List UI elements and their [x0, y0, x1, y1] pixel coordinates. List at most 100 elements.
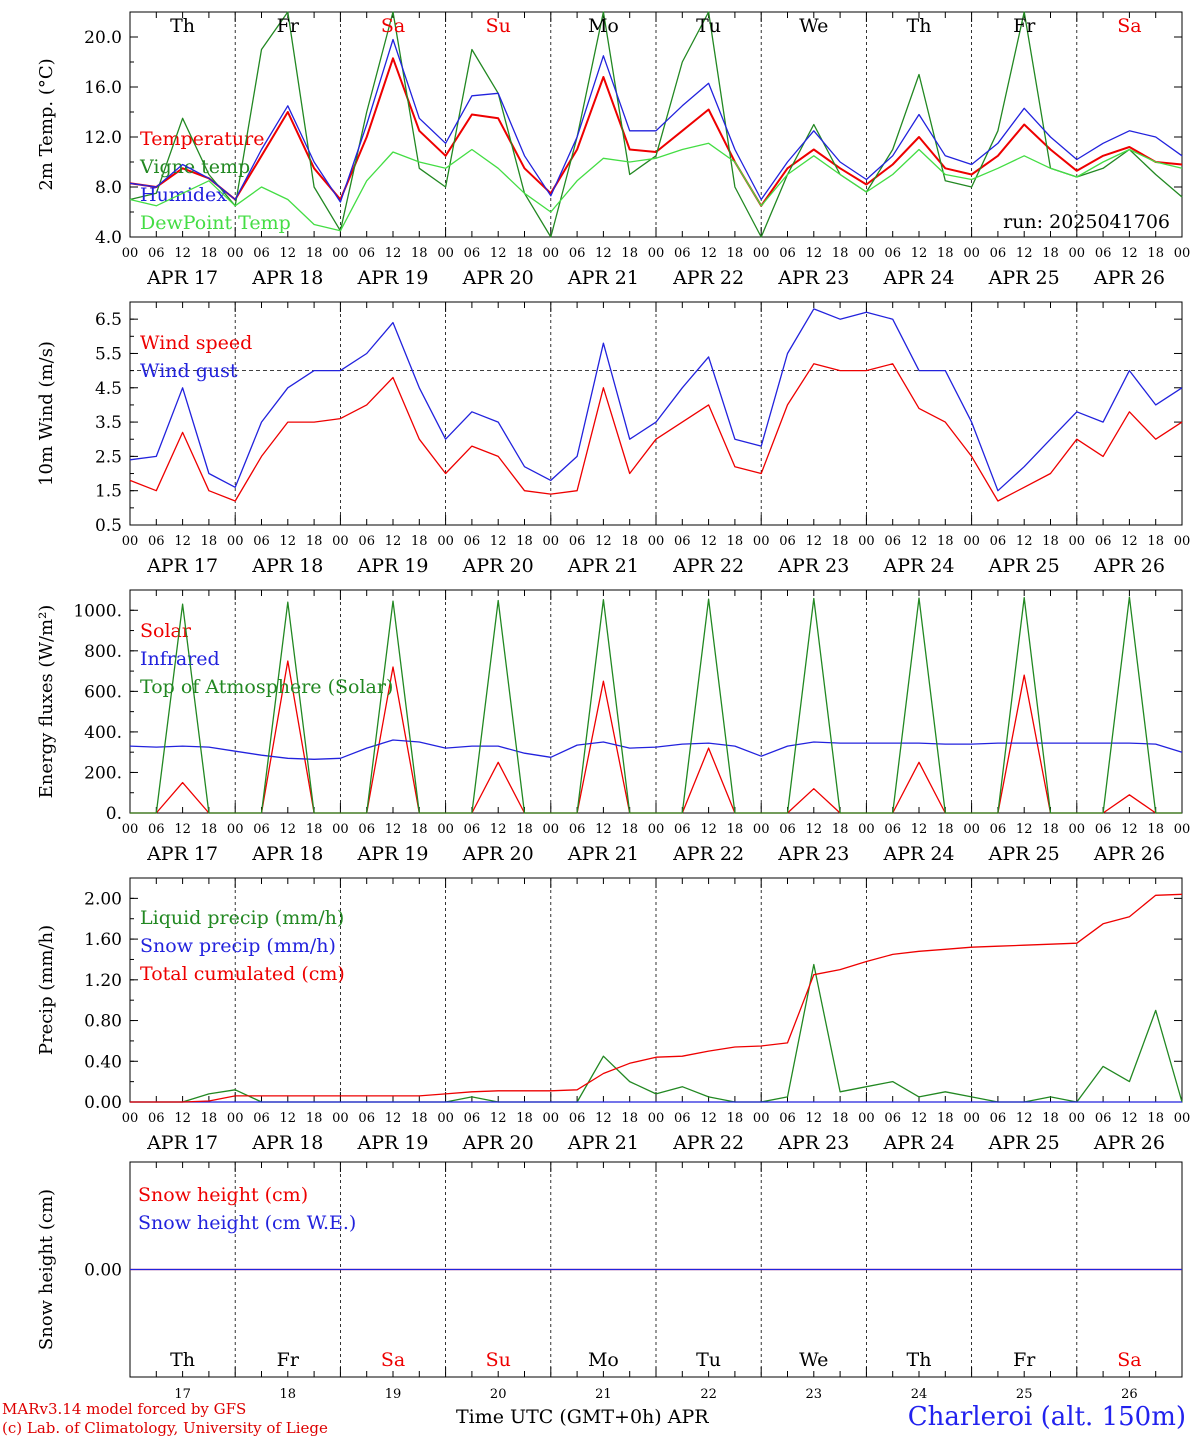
- hour-tick-label: 12: [700, 1111, 717, 1126]
- hour-tick-label: 06: [253, 1111, 270, 1126]
- legend-entry: Snow precip (mm/h): [140, 935, 336, 957]
- date-label: APR 17: [146, 267, 218, 289]
- hour-tick-label: 06: [779, 534, 796, 549]
- day-of-week-label: Mo: [588, 15, 619, 37]
- date-label: APR 25: [988, 555, 1060, 577]
- series-line-humidex: [129, 38, 1183, 203]
- date-label: APR 22: [672, 555, 744, 577]
- legend-entry: Snow height (cm): [138, 1184, 308, 1206]
- hour-tick-label: 00: [122, 534, 139, 549]
- date-label: APR 21: [567, 843, 639, 865]
- y-tick-label: 16.0: [84, 78, 122, 98]
- hour-tick-label: 06: [464, 534, 481, 549]
- hour-tick-label: 18: [727, 246, 744, 261]
- date-label: APR 19: [356, 1132, 428, 1154]
- day-number-label: 26: [1121, 1387, 1138, 1402]
- day-number-label: 17: [174, 1387, 191, 1402]
- date-label: APR 20: [462, 555, 534, 577]
- hour-tick-label: 12: [911, 534, 928, 549]
- y-tick-label: 1.5: [95, 482, 122, 502]
- hour-tick-label: 12: [1121, 534, 1138, 549]
- y-tick-label: 0.00: [84, 1093, 122, 1113]
- hour-tick-label: 18: [411, 822, 428, 837]
- day-of-week-label: Su: [486, 1349, 511, 1371]
- y-tick-label: 600.: [84, 682, 122, 702]
- y-tick-label: 20.0: [84, 28, 122, 48]
- date-label: APR 17: [146, 1132, 218, 1154]
- hour-tick-label: 12: [700, 822, 717, 837]
- hour-tick-label: 18: [1147, 822, 1164, 837]
- hour-tick-label: 00: [648, 534, 665, 549]
- hour-tick-label: 12: [490, 1111, 507, 1126]
- legend-entry: Wind speed: [140, 332, 252, 354]
- y-tick-label: 4.0: [95, 228, 122, 248]
- date-label: APR 26: [1093, 555, 1165, 577]
- x-axis-title: Time UTC (GMT+0h) APR: [456, 1406, 709, 1428]
- hour-tick-label: 00: [332, 1111, 349, 1126]
- hour-tick-label: 06: [884, 534, 901, 549]
- hour-tick-label: 00: [332, 822, 349, 837]
- hour-tick-label: 06: [148, 822, 165, 837]
- hour-tick-label: 06: [779, 822, 796, 837]
- hour-tick-label: 06: [990, 822, 1007, 837]
- hour-tick-label: 00: [332, 534, 349, 549]
- series-line-total-cumulated-cm-: [130, 893, 1183, 1103]
- hour-tick-label: 06: [358, 246, 375, 261]
- hour-tick-label: 18: [1042, 246, 1059, 261]
- hour-tick-label: 18: [516, 822, 533, 837]
- date-label: APR 25: [988, 267, 1060, 289]
- hour-tick-label: 18: [306, 822, 323, 837]
- hour-tick-label: 00: [437, 246, 454, 261]
- date-label: APR 21: [567, 555, 639, 577]
- hour-tick-label: 06: [253, 246, 270, 261]
- date-label: APR 26: [1093, 843, 1165, 865]
- day-of-week-label: We: [799, 1349, 828, 1371]
- hour-tick-label: 18: [516, 1111, 533, 1126]
- series-line-vigne-temp: [129, 11, 1183, 238]
- hour-tick-label: 00: [1069, 534, 1086, 549]
- day-number-label: 21: [595, 1387, 612, 1402]
- hour-tick-label: 00: [437, 822, 454, 837]
- date-label: APR 22: [672, 843, 744, 865]
- hour-tick-label: 18: [306, 246, 323, 261]
- hour-tick-label: 00: [648, 1111, 665, 1126]
- day-of-week-label: Th: [907, 1349, 932, 1371]
- date-label: APR 24: [882, 555, 954, 577]
- hour-tick-label: 00: [963, 822, 980, 837]
- hour-tick-label: 18: [201, 534, 218, 549]
- hour-tick-label: 06: [674, 1111, 691, 1126]
- y-tick-label: 3.5: [95, 413, 122, 433]
- date-label: APR 20: [462, 843, 534, 865]
- date-label: APR 23: [777, 1132, 849, 1154]
- hour-tick-label: 00: [543, 1111, 560, 1126]
- hour-tick-label: 06: [569, 534, 586, 549]
- date-label: APR 24: [882, 1132, 954, 1154]
- date-label: APR 25: [988, 1132, 1060, 1154]
- hour-tick-label: 12: [595, 822, 612, 837]
- day-of-week-label: Su: [486, 15, 511, 37]
- day-of-week-label: Fr: [1013, 1349, 1036, 1371]
- date-label: APR 25: [988, 843, 1060, 865]
- hour-tick-label: 12: [911, 822, 928, 837]
- legend-entry: Snow height (cm W.E.): [138, 1212, 356, 1234]
- series-line-top-of-atmosphere-solar-: [130, 596, 1182, 814]
- hour-tick-label: 18: [832, 1111, 849, 1126]
- hour-tick-label: 12: [1016, 534, 1033, 549]
- hour-tick-label: 12: [385, 822, 402, 837]
- y-tick-label: 800.: [84, 642, 122, 662]
- hour-tick-label: 06: [464, 246, 481, 261]
- hour-tick-label: 12: [1016, 246, 1033, 261]
- date-label: APR 23: [777, 555, 849, 577]
- hour-tick-label: 12: [595, 1111, 612, 1126]
- hour-tick-label: 00: [332, 246, 349, 261]
- hour-tick-label: 00: [753, 534, 770, 549]
- date-label: APR 23: [777, 843, 849, 865]
- hour-tick-label: 12: [174, 534, 191, 549]
- y-axis-label: 10m Wind (m/s): [36, 341, 57, 486]
- date-label: APR 21: [567, 267, 639, 289]
- day-number-label: 23: [806, 1387, 823, 1402]
- day-of-week-label: Tu: [696, 1349, 721, 1371]
- hour-tick-label: 18: [832, 822, 849, 837]
- hour-tick-label: 06: [569, 822, 586, 837]
- hour-tick-label: 00: [122, 246, 139, 261]
